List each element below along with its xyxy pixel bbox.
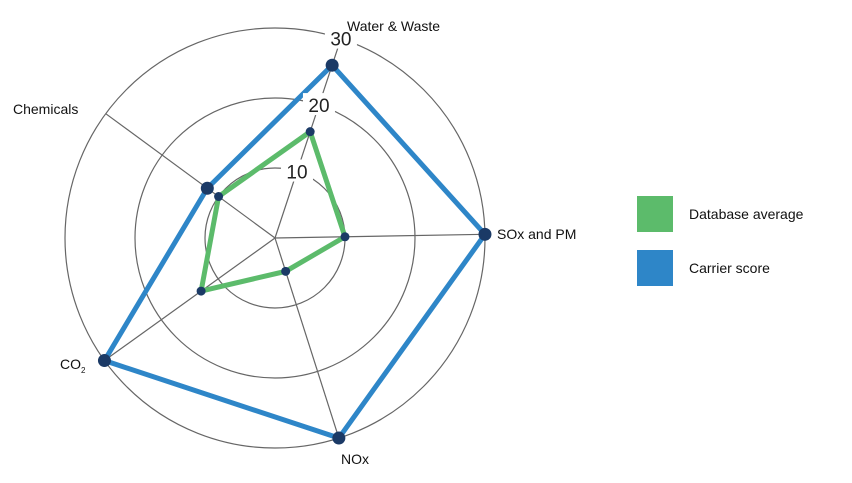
point-carrier-score-0 — [325, 58, 339, 72]
axis-spoke-3 — [104, 237, 276, 362]
series-line-carrier-score — [100, 61, 489, 442]
axis-label-water-waste: Water & Waste — [347, 18, 440, 34]
radar-grid — [64, 27, 486, 449]
axis-label-chemicals: Chemicals — [13, 101, 78, 117]
point-carrier-score-2 — [332, 431, 346, 445]
point-database-average-1 — [340, 232, 350, 242]
legend-swatch-carrier-score — [637, 250, 673, 286]
point-carrier-score-4 — [200, 181, 214, 195]
axis-spoke-1 — [274, 233, 485, 239]
axis-label-nox: NOx — [341, 451, 369, 467]
legend-item-carrier-score: Carrier score — [637, 250, 803, 286]
radar-tick-labels: 10 20 30 — [280, 26, 357, 184]
point-database-average-0 — [305, 127, 315, 137]
point-database-average-4 — [214, 192, 224, 202]
axis-label-co2: CO2 — [60, 356, 86, 375]
axis-spoke-0 — [274, 38, 342, 239]
tick-label-10: 10 — [286, 163, 307, 184]
legend: Database average Carrier score — [637, 196, 803, 304]
radar-axis-labels: Water & Waste SOx and PM NOx CO2 Chemica… — [13, 18, 576, 467]
radar-markers — [97, 58, 492, 445]
axis-label-sox-pm: SOx and PM — [497, 226, 576, 242]
point-database-average-2 — [281, 266, 291, 276]
tick-label-30: 30 — [330, 30, 351, 51]
series-line-database-average — [197, 127, 349, 295]
tick-label-bg-20 — [302, 93, 335, 116]
tick-label-bg-30 — [324, 26, 357, 49]
axis-spoke-4 — [105, 113, 276, 239]
legend-item-database-average: Database average — [637, 196, 803, 232]
radar-series — [100, 61, 489, 442]
legend-label-database-average: Database average — [689, 206, 804, 222]
grid-circle-20 — [134, 97, 416, 379]
legend-label-carrier-score: Carrier score — [689, 260, 770, 276]
point-database-average-3 — [196, 286, 206, 296]
tick-label-20: 20 — [308, 96, 329, 117]
point-carrier-score-3 — [97, 354, 111, 368]
legend-swatch-database-average — [637, 196, 673, 232]
axis-label-co2-subscript: 2 — [81, 366, 86, 375]
tick-label-bg-10 — [280, 159, 313, 182]
point-carrier-score-1 — [478, 227, 492, 241]
axis-label-co2-main: CO — [60, 356, 81, 372]
